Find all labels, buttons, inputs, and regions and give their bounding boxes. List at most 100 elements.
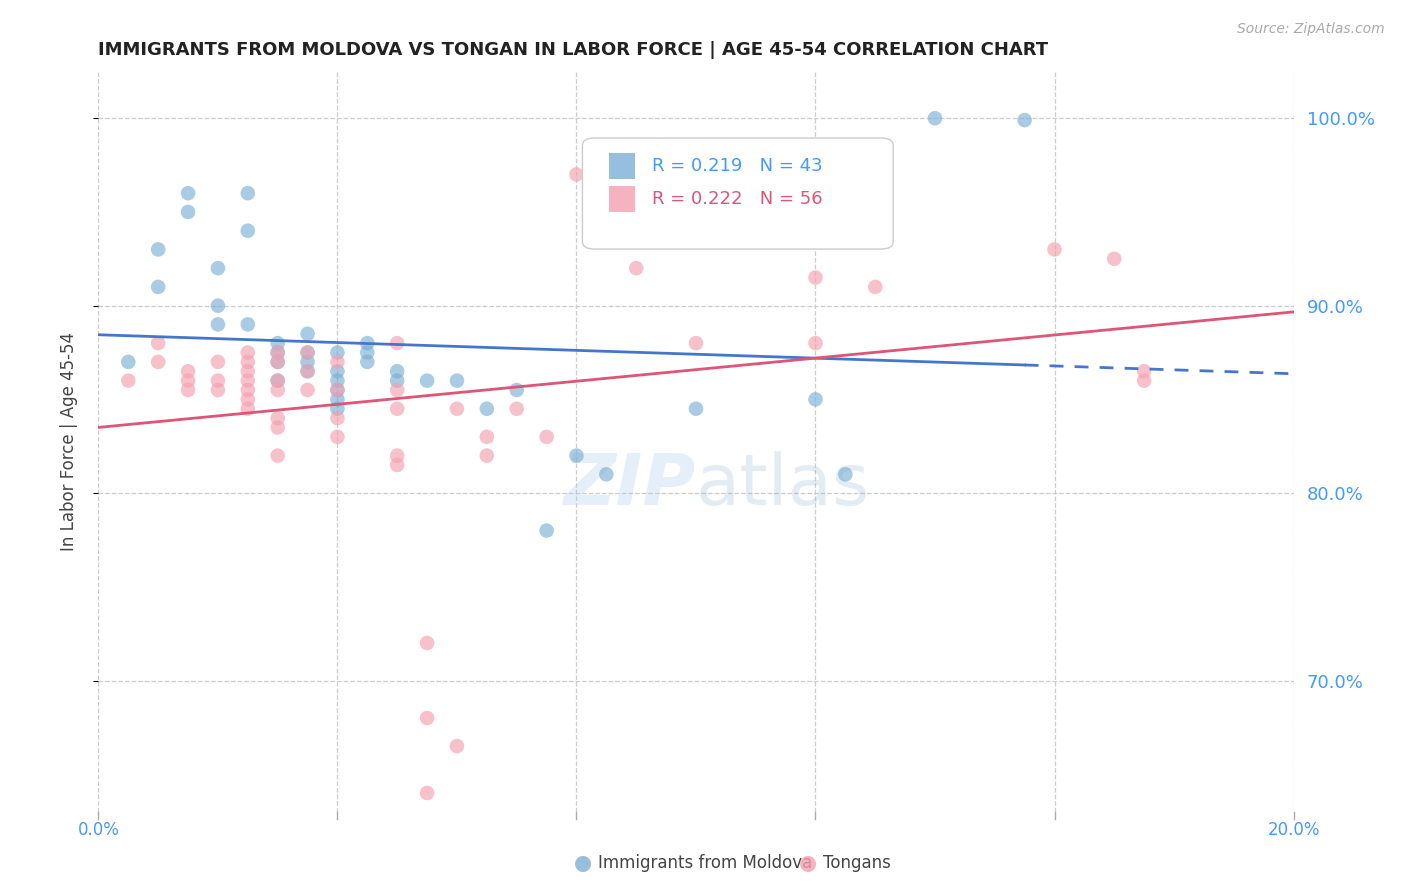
Point	[207, 261, 229, 276]
Point	[236, 401, 259, 416]
Text: Tongans: Tongans	[823, 855, 890, 872]
Point	[1043, 243, 1066, 257]
Point	[267, 374, 290, 388]
Point	[595, 177, 617, 191]
Text: Source: ZipAtlas.com: Source: ZipAtlas.com	[1237, 22, 1385, 37]
Point	[416, 374, 439, 388]
Point	[236, 383, 259, 397]
Point	[148, 336, 170, 351]
FancyBboxPatch shape	[582, 138, 893, 249]
Point	[177, 364, 200, 378]
Text: 20.0%: 20.0%	[1267, 822, 1320, 839]
Point	[148, 355, 170, 369]
Point	[207, 383, 229, 397]
Point	[267, 420, 290, 434]
Text: IMMIGRANTS FROM MOLDOVA VS TONGAN IN LABOR FORCE | AGE 45-54 CORRELATION CHART: IMMIGRANTS FROM MOLDOVA VS TONGAN IN LAB…	[98, 41, 1049, 59]
Point	[446, 374, 468, 388]
Point	[385, 458, 409, 472]
Point	[117, 374, 139, 388]
Point	[207, 374, 229, 388]
Point	[148, 243, 170, 257]
Point	[267, 345, 290, 359]
Point	[267, 411, 290, 425]
Point	[326, 345, 349, 359]
Point	[117, 355, 139, 369]
Point	[267, 374, 290, 388]
Point	[385, 401, 409, 416]
Text: atlas: atlas	[696, 451, 870, 520]
Point	[297, 345, 319, 359]
Point	[326, 355, 349, 369]
Point	[356, 345, 378, 359]
Point	[1133, 374, 1156, 388]
Text: ZIP: ZIP	[564, 451, 696, 520]
Point	[356, 336, 378, 351]
Point	[326, 374, 349, 388]
Point	[536, 430, 558, 444]
Point	[177, 205, 200, 219]
Point	[626, 261, 648, 276]
Text: ●: ●	[800, 854, 817, 873]
Point	[326, 411, 349, 425]
Point	[236, 392, 259, 407]
Point	[207, 299, 229, 313]
Text: R = 0.219   N = 43: R = 0.219 N = 43	[652, 157, 823, 175]
Point	[177, 374, 200, 388]
Point	[685, 336, 707, 351]
Point	[236, 224, 259, 238]
Point	[236, 355, 259, 369]
Text: 0.0%: 0.0%	[77, 822, 120, 839]
Point	[267, 355, 290, 369]
Point	[267, 383, 290, 397]
Point	[1014, 113, 1036, 128]
Point	[1133, 364, 1156, 378]
Point	[267, 449, 290, 463]
Point	[207, 355, 229, 369]
Point	[416, 786, 439, 800]
Point	[326, 401, 349, 416]
Point	[297, 355, 319, 369]
Point	[446, 401, 468, 416]
Point	[148, 280, 170, 294]
Point	[326, 383, 349, 397]
Point	[236, 186, 259, 201]
Point	[326, 430, 349, 444]
Point	[297, 345, 319, 359]
Point	[565, 449, 588, 463]
Text: ●: ●	[575, 854, 592, 873]
Point	[446, 739, 468, 753]
Point	[385, 374, 409, 388]
Point	[236, 345, 259, 359]
Y-axis label: In Labor Force | Age 45-54: In Labor Force | Age 45-54	[59, 332, 77, 551]
Point	[385, 336, 409, 351]
Point	[385, 449, 409, 463]
Point	[207, 318, 229, 332]
Point	[297, 326, 319, 341]
Point	[236, 318, 259, 332]
Point	[804, 336, 827, 351]
Text: R = 0.222   N = 56: R = 0.222 N = 56	[652, 190, 823, 208]
Point	[924, 112, 946, 126]
Bar	[609, 153, 636, 178]
Point	[236, 364, 259, 378]
Point	[1104, 252, 1126, 266]
Bar	[609, 186, 636, 212]
Point	[685, 401, 707, 416]
Point	[297, 364, 319, 378]
Point	[236, 374, 259, 388]
Point	[267, 345, 290, 359]
Point	[475, 430, 498, 444]
Point	[385, 383, 409, 397]
Point	[356, 355, 378, 369]
Point	[565, 168, 588, 182]
Point	[326, 392, 349, 407]
Point	[326, 364, 349, 378]
Point	[297, 383, 319, 397]
Point	[177, 383, 200, 397]
Point	[267, 355, 290, 369]
Point	[865, 280, 887, 294]
Point	[416, 711, 439, 725]
Text: Immigrants from Moldova: Immigrants from Moldova	[598, 855, 811, 872]
Point	[834, 467, 856, 482]
Point	[536, 524, 558, 538]
